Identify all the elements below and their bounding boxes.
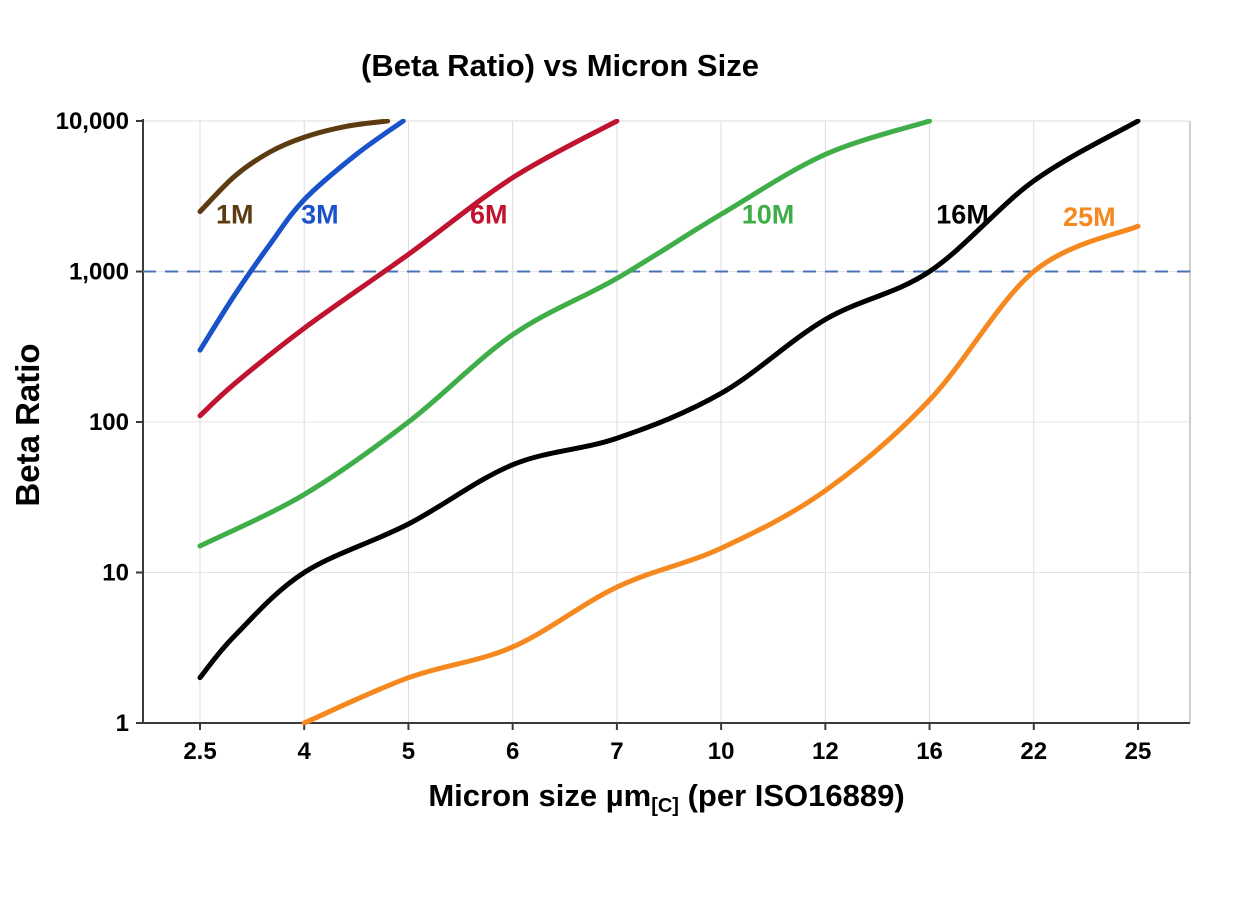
- series-label-16M: 16M: [936, 199, 989, 229]
- y-tick-label: 1: [116, 710, 129, 737]
- x-tick-label: 4: [298, 738, 312, 765]
- x-tick-label: 2.5: [183, 738, 216, 765]
- series-curve-25M: [301, 223, 1141, 725]
- series-curve-3M: [197, 119, 406, 353]
- x-axis-title-main: Micron size µm: [428, 778, 652, 813]
- x-tick-label: 6: [506, 738, 519, 765]
- x-tick-label: 22: [1020, 738, 1047, 765]
- y-tick-label: 10,000: [56, 108, 129, 135]
- y-tick-label: 100: [89, 409, 129, 436]
- x-axis-title-tail: (per ISO16889): [678, 778, 905, 813]
- series-label-1M: 1M: [216, 199, 254, 229]
- series-curve-10M: [197, 119, 933, 549]
- series-label-10M: 10M: [742, 199, 795, 229]
- x-axis-title-subscript: [C]: [651, 795, 679, 817]
- x-tick-label: 10: [708, 738, 735, 765]
- chart-title: (Beta Ratio) vs Micron Size: [361, 48, 759, 83]
- x-tick-label: 7: [610, 738, 623, 765]
- series-curve-16M: [197, 119, 1141, 681]
- series-curve-1M: [197, 119, 391, 215]
- x-tick-label: 5: [402, 738, 415, 765]
- x-tick-label: 25: [1125, 738, 1152, 765]
- x-axis-title: Micron size µm[C] (per ISO16889): [143, 778, 1190, 818]
- series-label-6M: 6M: [470, 199, 508, 229]
- x-tick-label: 16: [916, 738, 943, 765]
- series-label-3M: 3M: [301, 199, 339, 229]
- y-tick-label: 1,000: [69, 259, 129, 286]
- series-label-25M: 25M: [1063, 202, 1116, 232]
- y-tick-label: 10: [102, 560, 129, 587]
- x-tick-label: 12: [812, 738, 839, 765]
- series-curve-6M: [197, 119, 620, 419]
